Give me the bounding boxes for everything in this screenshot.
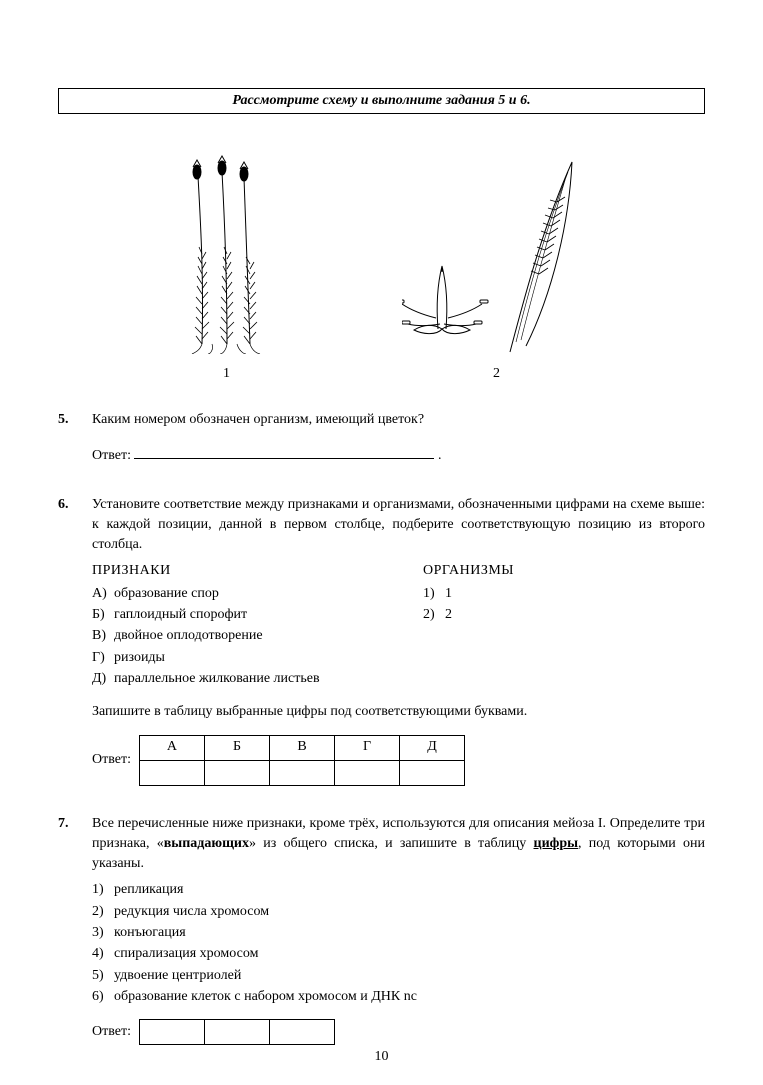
diagram-2-label: 2 bbox=[402, 366, 592, 382]
feature-g: Г)ризоиды bbox=[92, 648, 423, 668]
th-g: Г bbox=[334, 735, 399, 760]
task-7-number: 7. bbox=[58, 814, 92, 1046]
task-7-options: 1)репликация 2)редукция числа хромосом 3… bbox=[92, 880, 705, 1007]
task-6-text: Установите соответствие между признаками… bbox=[92, 495, 705, 556]
organism-1: 1)1 bbox=[423, 584, 705, 604]
cell-a[interactable] bbox=[139, 760, 204, 785]
opt-5: 5)удвоение центриолей bbox=[92, 966, 705, 986]
opt-1: 1)репликация bbox=[92, 880, 705, 900]
cell-1[interactable] bbox=[139, 1020, 204, 1045]
opt-2: 2)редукция числа хромосом bbox=[92, 902, 705, 922]
task-7-underline-word: цифры bbox=[534, 836, 579, 851]
task-7-answer-table bbox=[139, 1019, 335, 1045]
diagram-row: 1 bbox=[58, 154, 705, 382]
instruction-box: Рассмотрите схему и выполните задания 5 … bbox=[58, 88, 705, 114]
task-5-number: 5. bbox=[58, 410, 92, 467]
diagram-1-label: 1 bbox=[172, 366, 282, 382]
features-column: ПРИЗНАКИ А)образование спор Б)гаплоидный… bbox=[92, 561, 423, 690]
cell-b[interactable] bbox=[204, 760, 269, 785]
cell-2[interactable] bbox=[204, 1020, 269, 1045]
task-7-text-mid: » из общего списка, и запишите в таблицу bbox=[249, 836, 534, 851]
task-5-answer-label: Ответ: bbox=[92, 448, 131, 463]
cell-v[interactable] bbox=[269, 760, 334, 785]
diagram-2: 2 bbox=[402, 154, 592, 382]
feature-d: Д)параллельное жилкование листьев bbox=[92, 669, 423, 689]
task-5-period: . bbox=[438, 448, 442, 463]
task-6-answer-table: А Б В Г Д bbox=[139, 735, 465, 786]
task-7-answer-row: Ответ: bbox=[92, 1019, 705, 1045]
opt-4: 4)спирализация хромосом bbox=[92, 944, 705, 964]
task-6-answer-label: Ответ: bbox=[92, 750, 131, 770]
task-6-body: Установите соответствие между признаками… bbox=[92, 495, 705, 786]
task-7: 7. Все перечисленные ниже признаки, кром… bbox=[58, 814, 705, 1046]
opt-6: 6)образование клеток с набором хромосом … bbox=[92, 987, 705, 1007]
feature-a: А)образование спор bbox=[92, 584, 423, 604]
organism-2: 2)2 bbox=[423, 605, 705, 625]
organisms-header: ОРГАНИЗМЫ bbox=[423, 561, 705, 581]
features-header: ПРИЗНАКИ bbox=[92, 561, 423, 581]
organisms-column: ОРГАНИЗМЫ 1)1 2)2 bbox=[423, 561, 705, 690]
task-6-instr: Запишите в таблицу выбранные цифры под с… bbox=[92, 702, 705, 722]
opt-3: 3)конъюгация bbox=[92, 923, 705, 943]
table-row-input bbox=[139, 1020, 334, 1045]
task-6-answer-row: Ответ: А Б В Г Д bbox=[92, 735, 705, 786]
table-row-header: А Б В Г Д bbox=[139, 735, 464, 760]
moss-plant-icon bbox=[172, 154, 282, 354]
task-5: 5. Каким номером обозначен организм, име… bbox=[58, 410, 705, 467]
table-row-input bbox=[139, 760, 464, 785]
th-b: Б bbox=[204, 735, 269, 760]
features-list: А)образование спор Б)гаплоидный спорофит… bbox=[92, 584, 423, 689]
page-number: 10 bbox=[0, 1049, 763, 1065]
task-5-body: Каким номером обозначен организм, имеющи… bbox=[92, 410, 705, 467]
diagram-1: 1 bbox=[172, 154, 282, 382]
cell-3[interactable] bbox=[269, 1020, 334, 1045]
th-a: А bbox=[139, 735, 204, 760]
page: Рассмотрите схему и выполните задания 5 … bbox=[0, 0, 763, 1085]
feature-b: Б)гаплоидный спорофит bbox=[92, 605, 423, 625]
th-d: Д bbox=[399, 735, 464, 760]
grass-plant-icon bbox=[402, 154, 592, 354]
th-v: В bbox=[269, 735, 334, 760]
task-7-bold-word: выпадающих bbox=[164, 836, 249, 851]
feature-v: В)двойное оплодотворение bbox=[92, 626, 423, 646]
task-5-question: Каким номером обозначен организм, имеющи… bbox=[92, 410, 705, 430]
task-6-columns: ПРИЗНАКИ А)образование спор Б)гаплоидный… bbox=[92, 561, 705, 690]
task-7-body: Все перечисленные ниже признаки, кроме т… bbox=[92, 814, 705, 1046]
cell-d[interactable] bbox=[399, 760, 464, 785]
cell-g[interactable] bbox=[334, 760, 399, 785]
organisms-list: 1)1 2)2 bbox=[423, 584, 705, 626]
task-6: 6. Установите соответствие между признак… bbox=[58, 495, 705, 786]
task-7-answer-label: Ответ: bbox=[92, 1022, 131, 1042]
task-7-text: Все перечисленные ниже признаки, кроме т… bbox=[92, 814, 705, 875]
task-6-number: 6. bbox=[58, 495, 92, 786]
task-5-answer-line: Ответ: . bbox=[92, 444, 705, 466]
task-5-answer-field[interactable] bbox=[134, 444, 434, 459]
